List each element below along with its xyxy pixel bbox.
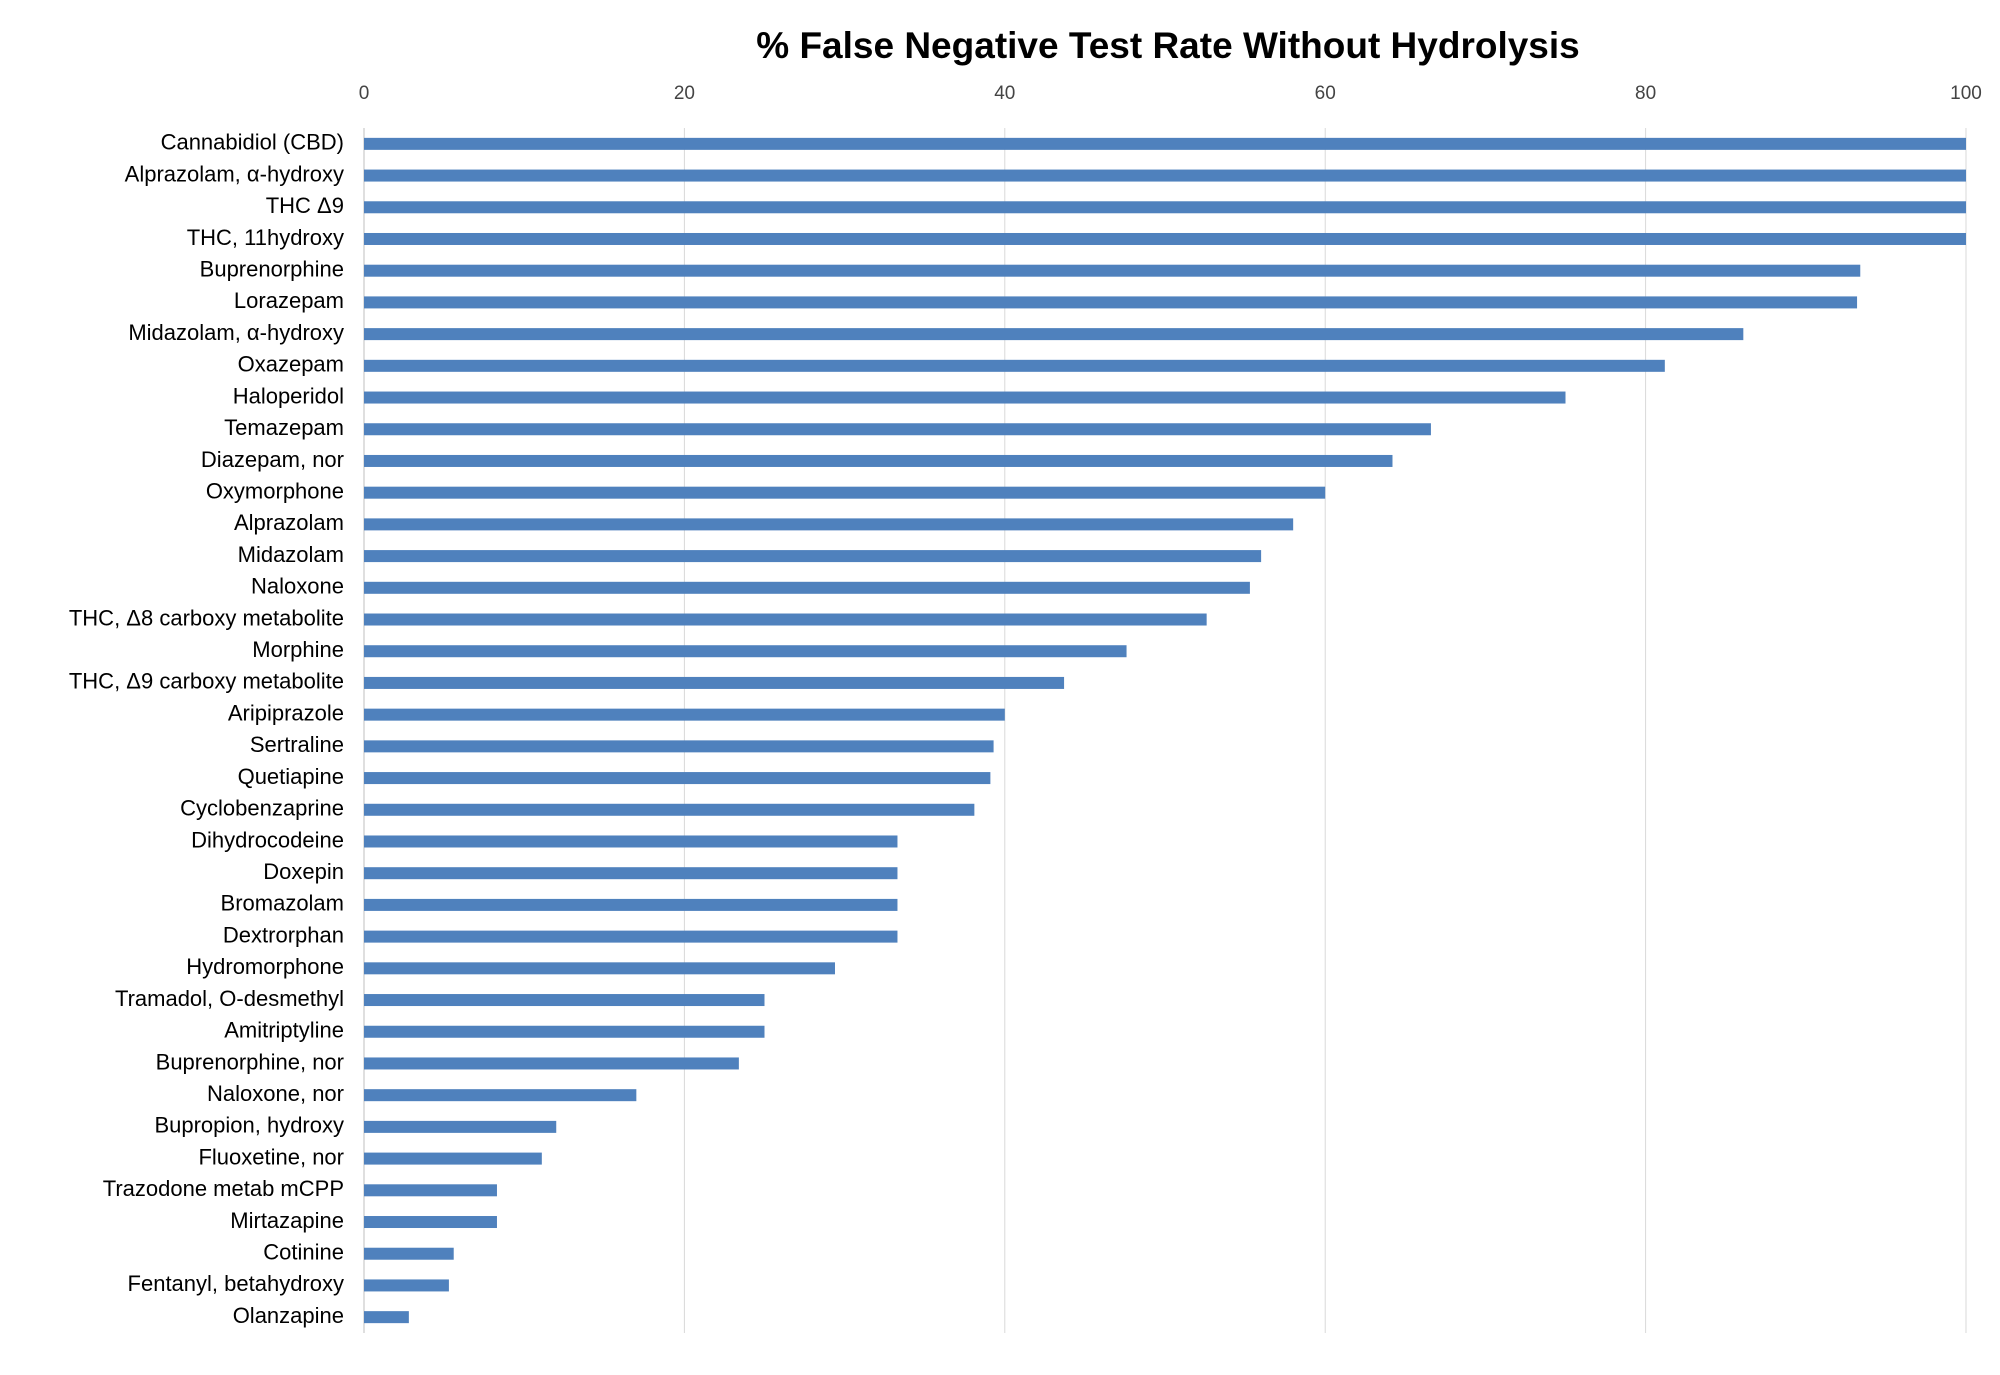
bar bbox=[364, 137, 1966, 150]
bar bbox=[364, 676, 1065, 689]
y-tick-label: Lorazepam bbox=[234, 288, 344, 313]
bar bbox=[364, 359, 1665, 372]
x-tick-label: 80 bbox=[1635, 83, 1656, 104]
y-tick-label: Bupropion, hydroxy bbox=[154, 1113, 344, 1138]
y-tick-label: Quetiapine bbox=[238, 764, 344, 789]
y-tick-label: Hydromorphone bbox=[186, 954, 344, 979]
x-tick-label: 100 bbox=[1950, 83, 1982, 104]
y-tick-label: Temazepam bbox=[224, 415, 344, 440]
bar bbox=[364, 1216, 497, 1229]
bar bbox=[364, 898, 898, 911]
bar bbox=[364, 264, 1861, 277]
y-tick-label: Diazepam, nor bbox=[201, 447, 344, 472]
bar bbox=[364, 486, 1326, 499]
bar bbox=[364, 1247, 454, 1260]
bar bbox=[364, 803, 975, 816]
y-tick-label: Alprazolam, α-hydroxy bbox=[125, 161, 344, 186]
bar bbox=[364, 232, 1966, 245]
y-tick-label: Cyclobenzaprine bbox=[180, 796, 344, 821]
bar bbox=[364, 645, 1127, 658]
x-tick-label: 60 bbox=[1315, 83, 1336, 104]
y-tick-label: Haloperidol bbox=[233, 383, 344, 408]
y-tick-label: Midazolam bbox=[238, 542, 344, 567]
y-tick-label: THC, Δ9 carboxy metabolite bbox=[69, 669, 344, 694]
y-tick-label: Bromazolam bbox=[221, 891, 344, 916]
y-tick-label: Tramadol, O-desmethyl bbox=[115, 986, 344, 1011]
y-tick-label: Alprazolam bbox=[234, 510, 344, 535]
bar bbox=[364, 1120, 557, 1133]
y-tick-label: Dextrorphan bbox=[223, 922, 344, 947]
bar bbox=[364, 1184, 497, 1197]
y-tick-label: Doxepin bbox=[263, 859, 344, 884]
y-tick-label: Buprenorphine bbox=[200, 257, 344, 282]
bar bbox=[364, 1152, 542, 1165]
y-tick-label: Oxazepam bbox=[238, 352, 344, 377]
y-tick-label: Aripiprazole bbox=[228, 700, 344, 725]
bar bbox=[364, 740, 994, 753]
bar bbox=[364, 1057, 739, 1070]
y-tick-label: Olanzapine bbox=[233, 1303, 344, 1328]
x-tick-label: 40 bbox=[994, 83, 1015, 104]
bar bbox=[364, 962, 835, 975]
y-tick-label: Cannabidiol (CBD) bbox=[161, 130, 344, 155]
x-tick-label: 0 bbox=[359, 83, 370, 104]
y-tick-label: Buprenorphine, nor bbox=[156, 1049, 344, 1074]
bar bbox=[364, 1025, 765, 1038]
y-tick-label: Naloxone, nor bbox=[207, 1081, 344, 1106]
bar bbox=[364, 1311, 409, 1324]
bar bbox=[364, 328, 1744, 341]
bar bbox=[364, 994, 765, 1007]
bar bbox=[364, 708, 1005, 721]
bar bbox=[364, 613, 1207, 626]
bar bbox=[364, 772, 991, 785]
y-tick-label: Morphine bbox=[252, 637, 344, 662]
y-tick-label: Mirtazapine bbox=[230, 1208, 344, 1233]
bar bbox=[364, 930, 898, 943]
x-tick-label: 20 bbox=[674, 83, 695, 104]
y-tick-label: Naloxone bbox=[251, 574, 344, 599]
y-tick-label: Cotinine bbox=[263, 1240, 344, 1265]
bar bbox=[364, 1089, 637, 1102]
bar bbox=[364, 518, 1294, 531]
bar bbox=[364, 391, 1566, 404]
bar bbox=[364, 423, 1431, 436]
bar bbox=[364, 296, 1858, 309]
bar bbox=[364, 550, 1262, 563]
y-tick-label: Dihydrocodeine bbox=[191, 827, 344, 852]
y-tick-label: THC, Δ8 carboxy metabolite bbox=[69, 605, 344, 630]
y-tick-label: THC Δ9 bbox=[266, 193, 344, 218]
bar bbox=[364, 454, 1393, 467]
bar bbox=[364, 581, 1250, 594]
y-tick-label: Midazolam, α-hydroxy bbox=[128, 320, 344, 345]
y-tick-label: THC, 11hydroxy bbox=[187, 225, 344, 250]
bar bbox=[364, 169, 1966, 182]
y-tick-label: Oxymorphone bbox=[206, 478, 344, 503]
y-tick-label: Sertraline bbox=[250, 732, 344, 757]
bar bbox=[364, 1279, 449, 1292]
y-tick-label: Fluoxetine, nor bbox=[198, 1144, 344, 1169]
y-tick-label: Fentanyl, betahydroxy bbox=[128, 1271, 344, 1296]
bar bbox=[364, 201, 1966, 214]
bar bbox=[364, 835, 898, 848]
y-tick-label: Trazodone metab mCPP bbox=[103, 1176, 344, 1201]
y-tick-label: Amitriptyline bbox=[224, 1018, 344, 1043]
chart-title: % False Negative Test Rate Without Hydro… bbox=[756, 25, 1579, 66]
bar bbox=[364, 867, 898, 880]
